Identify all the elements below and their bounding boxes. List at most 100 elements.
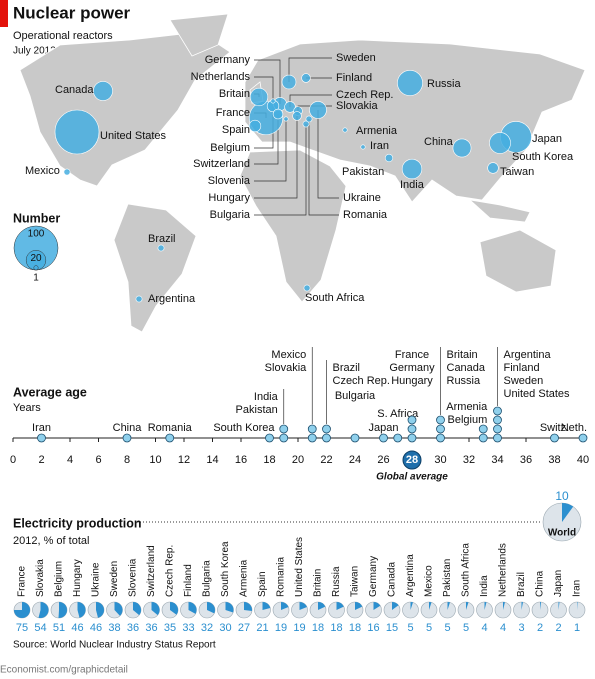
reactor-bubble xyxy=(270,98,276,104)
global-average-marker xyxy=(402,450,422,470)
x-tick-label: 16 xyxy=(235,454,247,466)
age-dot xyxy=(322,433,331,443)
reactor-bubble xyxy=(283,116,289,122)
country-label: Armenia xyxy=(239,559,250,597)
share-pie xyxy=(392,602,399,610)
reactor-bubble xyxy=(489,132,511,154)
value-label: 21 xyxy=(256,622,268,634)
title: Nuclear power xyxy=(13,3,131,22)
country-label: Iran xyxy=(572,580,583,597)
country-label: Netherlands xyxy=(498,543,509,597)
country-label: Japan xyxy=(553,570,564,597)
country-label: Romania xyxy=(276,557,287,597)
age-dot xyxy=(407,424,417,434)
country-label: Romania xyxy=(343,209,388,221)
country-label: South Korea xyxy=(220,541,231,597)
leader-line xyxy=(308,119,339,216)
share-pie xyxy=(225,602,234,613)
share-pie xyxy=(521,602,523,610)
country-label: India xyxy=(479,575,490,597)
share-pie xyxy=(466,602,469,610)
age-dot xyxy=(165,433,175,443)
value-label: 15 xyxy=(386,622,398,634)
leader-line xyxy=(254,124,307,216)
country-label: Finland xyxy=(504,362,540,374)
age-dot xyxy=(407,415,417,425)
share-pie xyxy=(188,602,197,614)
value-label: 5 xyxy=(463,622,469,634)
country-label: Bulgaria xyxy=(202,560,213,597)
country-label: Netherlands xyxy=(191,71,251,83)
country-label: Sweden xyxy=(504,375,544,387)
legend-title: Number xyxy=(13,211,60,225)
value-label: 5 xyxy=(407,622,413,634)
reactor-bubble xyxy=(384,153,394,163)
country-label: Finland xyxy=(336,72,372,84)
age-dot xyxy=(493,424,502,434)
x-tick-label: 2 xyxy=(38,454,44,466)
country-label: Romania xyxy=(148,422,193,434)
x-tick-label: 40 xyxy=(577,454,589,466)
share-pie xyxy=(410,602,413,610)
reactor-bubble xyxy=(301,73,311,83)
country-label: Taiwan xyxy=(500,166,534,178)
country-label: Hungary xyxy=(391,375,433,387)
age-dot xyxy=(436,424,445,434)
value-label: 46 xyxy=(90,622,102,634)
country-label: United States xyxy=(100,130,167,142)
country-label: Brazil xyxy=(333,362,361,374)
country-label: Pakistan xyxy=(442,559,453,597)
country-label: Argentina xyxy=(405,554,416,597)
age-dot xyxy=(436,415,445,425)
annotation: Global average xyxy=(376,472,448,483)
age-dot xyxy=(279,433,289,443)
country-label: Pakistan xyxy=(342,166,384,178)
reactor-bubble xyxy=(342,127,348,133)
age-dot xyxy=(265,433,274,443)
x-tick-label: 0 xyxy=(10,454,16,466)
world-value: 10 xyxy=(555,489,569,503)
reactor-bubble xyxy=(305,115,313,123)
value-label: 18 xyxy=(349,622,361,634)
value-label: 18 xyxy=(330,622,342,634)
age-dot xyxy=(493,406,502,416)
country-label: Slovakia xyxy=(35,559,46,597)
share-pie xyxy=(262,602,271,610)
age-dot xyxy=(393,433,403,443)
x-tick-label: 18 xyxy=(263,454,275,466)
value-label: 36 xyxy=(127,622,139,634)
age-dot xyxy=(307,424,317,434)
age-dot xyxy=(478,424,488,434)
x-tick-label: 32 xyxy=(463,454,475,466)
value-label: 2 xyxy=(555,622,561,634)
share-pie xyxy=(318,602,326,610)
share-pie xyxy=(58,602,68,618)
x-tick-label: 12 xyxy=(178,454,190,466)
country-label: Argentina xyxy=(504,349,552,361)
x-tick-label: 34 xyxy=(491,454,503,466)
country-label: Slovenia xyxy=(208,175,251,187)
country-label: S. Africa xyxy=(377,408,419,420)
x-tick-label: 14 xyxy=(206,454,218,466)
country-label: Iran xyxy=(370,140,389,152)
country-label: Belgium xyxy=(54,561,65,597)
x-tick-label: 28 xyxy=(406,454,418,466)
share-pie xyxy=(38,602,49,618)
share-pie xyxy=(558,602,560,610)
country-label: United States xyxy=(504,388,571,400)
country-label: Bulgaria xyxy=(210,209,251,221)
world-label: World xyxy=(548,528,576,539)
x-tick-label: 6 xyxy=(95,454,101,466)
country-label: Canada xyxy=(55,84,94,96)
country-label: Hungary xyxy=(72,559,83,597)
brand-mark xyxy=(0,0,8,27)
country-label: China xyxy=(424,136,454,148)
x-tick-label: 8 xyxy=(124,454,130,466)
country-label: South Africa xyxy=(305,292,365,304)
x-tick-label: 20 xyxy=(292,454,304,466)
country-label: India xyxy=(254,391,279,403)
country-label: Bulgaria xyxy=(335,390,376,402)
age-dot xyxy=(122,433,132,443)
age-dot xyxy=(279,424,289,434)
value-label: 5 xyxy=(426,622,432,634)
